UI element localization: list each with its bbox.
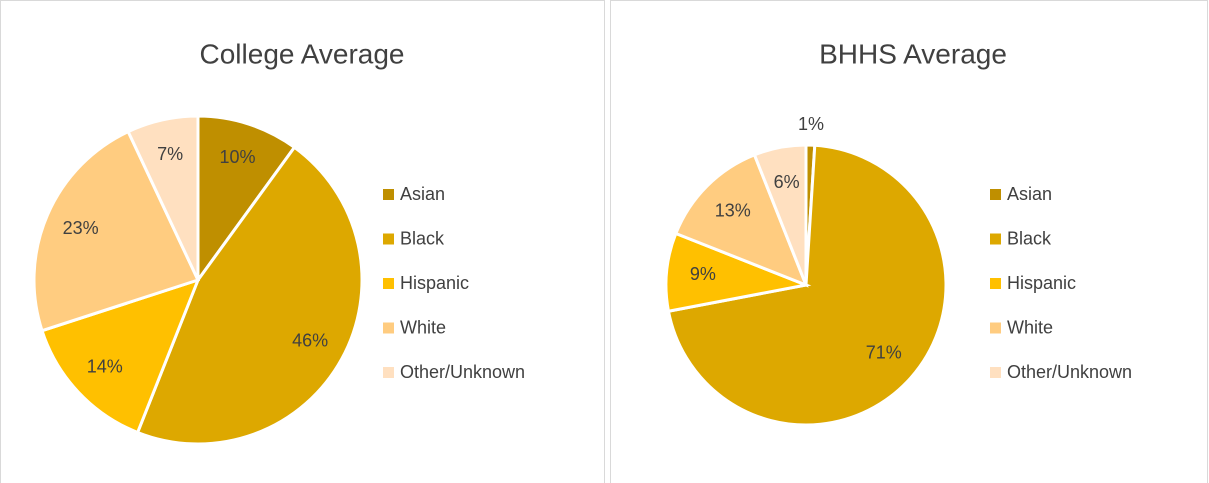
pie-slice [673,152,809,288]
legend-swatch [990,367,1001,378]
legend-label: Other/Unknown [1007,362,1132,382]
pie-slice [196,114,297,285]
legend-swatch [383,189,394,200]
data-label: 14% [87,356,123,376]
data-label: 7% [157,144,183,164]
data-label: 10% [220,147,256,167]
pie-slice [752,143,808,286]
legend-label: Asian [400,184,445,204]
legend-swatch [990,322,1001,334]
legend-label: Black [1007,228,1052,248]
data-label: 46% [292,330,328,350]
chart-title: College Average [200,38,405,69]
pie-slice [135,145,364,446]
pie-slice [126,114,200,281]
data-label: 9% [690,264,716,284]
legend-swatch [990,233,1001,245]
legend-label: Other/Unknown [400,362,525,382]
data-label: 23% [63,218,99,238]
chart-title: BHHS Average [819,38,1007,69]
pie-slice [32,129,201,333]
legend-label: Black [400,228,445,248]
legend-swatch [990,278,1001,289]
legend-label: Hispanic [400,273,469,293]
legend-label: Asian [1007,184,1052,204]
legend-label: Hispanic [1007,273,1076,293]
legend-swatch [383,278,394,289]
legend-swatch [383,367,394,378]
legend-swatch [383,322,394,334]
data-label: 13% [715,200,751,220]
legend-label: White [1007,317,1053,337]
data-label: 71% [866,342,902,362]
legend-swatch [383,233,394,245]
legend-label: White [400,317,446,337]
data-label: 1% [798,114,824,134]
data-label: 6% [774,172,800,192]
pie-slice [664,231,812,313]
legend-swatch [990,189,1001,200]
